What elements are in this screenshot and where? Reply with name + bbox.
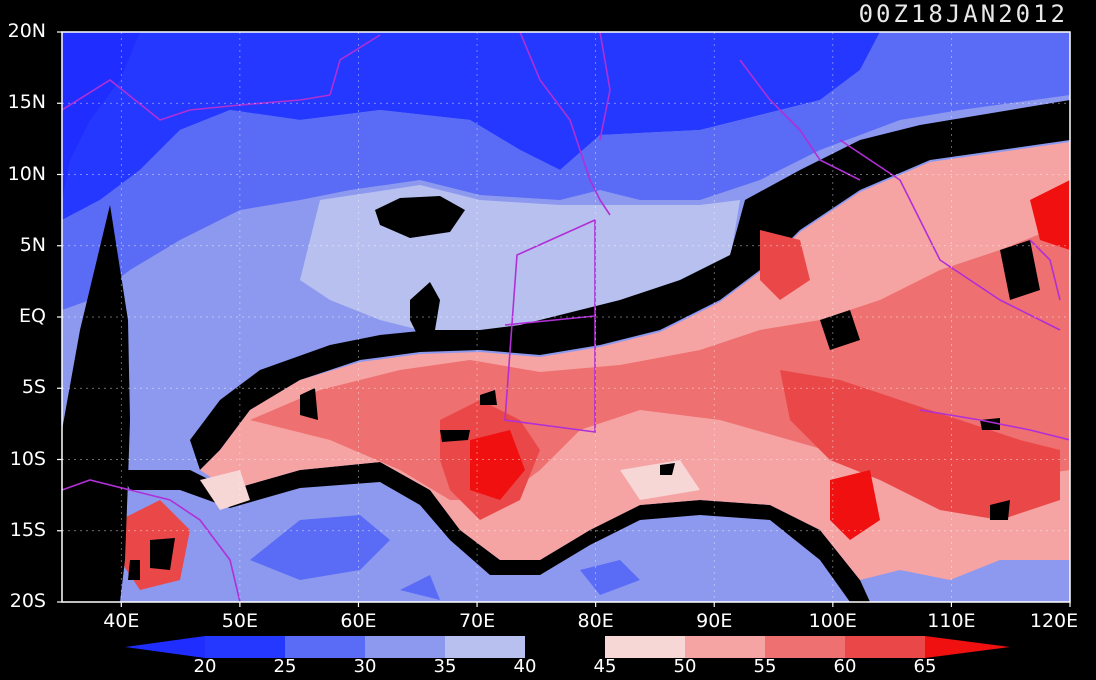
lon-label: 60E bbox=[340, 610, 377, 632]
colorbar-level-label: 50 bbox=[673, 656, 697, 677]
lon-label: 110E bbox=[927, 610, 976, 632]
lon-label: 120E bbox=[1029, 610, 1079, 632]
north-medium-blue-band bbox=[62, 32, 1070, 310]
colorbar-under-triangle bbox=[125, 636, 205, 658]
lon-label: 50E bbox=[221, 610, 258, 632]
north-deep-blue-region bbox=[62, 32, 880, 220]
colorbar-level-label: 60 bbox=[833, 656, 857, 677]
map-title: 00Z18JAN2012 bbox=[858, 0, 1068, 28]
colorbar-level-label: 25 bbox=[273, 656, 297, 677]
colorbar-level-label: 65 bbox=[913, 656, 937, 677]
lat-label: 5N bbox=[19, 233, 46, 256]
colorbar-level-label: 20 bbox=[193, 656, 217, 677]
colorbar-swatch bbox=[765, 636, 845, 658]
lat-label: 20N bbox=[7, 20, 46, 42]
lon-label: 40E bbox=[103, 610, 140, 632]
lat-label: 15S bbox=[9, 518, 46, 541]
colorbar-over-triangle bbox=[925, 636, 1010, 658]
lat-label: EQ bbox=[19, 305, 46, 327]
west-edge-deepest-blue bbox=[62, 32, 140, 200]
south-medium-blue-patches bbox=[250, 515, 640, 600]
lat-label: 5S bbox=[21, 376, 46, 399]
black-boundary-band-north bbox=[190, 100, 1070, 470]
colorbar-swatch bbox=[365, 636, 445, 658]
colorbar-swatch bbox=[845, 636, 925, 658]
lon-label: 80E bbox=[577, 610, 614, 632]
colorbar-swatch bbox=[525, 636, 605, 658]
axis-ticks bbox=[57, 31, 1071, 607]
colorbar-swatch bbox=[445, 636, 525, 658]
colorbar-swatch bbox=[285, 636, 365, 658]
lat-label: 10S bbox=[9, 447, 46, 470]
black-africa-wedge bbox=[62, 205, 130, 602]
lat-label: 15N bbox=[7, 91, 46, 114]
grid-lines bbox=[62, 32, 1070, 602]
red-region-strong bbox=[120, 230, 1060, 590]
colorbar-level-label: 30 bbox=[353, 656, 377, 677]
lon-label: 100E bbox=[808, 610, 857, 632]
colorbar-level-label: 35 bbox=[433, 656, 457, 677]
lat-label: 10N bbox=[7, 162, 46, 185]
map-plot-area bbox=[62, 32, 1070, 602]
lon-label: 90E bbox=[696, 610, 733, 632]
colorbar-swatch bbox=[205, 636, 285, 658]
colorbar-swatch bbox=[605, 636, 685, 658]
coastlines bbox=[62, 32, 1070, 602]
colorbar bbox=[125, 636, 1010, 658]
colorbar-level-label: 40 bbox=[513, 656, 537, 677]
lon-label: 70E bbox=[458, 610, 496, 632]
colorbar-level-label: 45 bbox=[593, 656, 617, 677]
colorbar-level-label: 55 bbox=[753, 656, 777, 677]
colorbar-swatch bbox=[685, 636, 765, 658]
lat-label: 20S bbox=[9, 590, 46, 612]
black-boundary-band-south bbox=[120, 462, 870, 602]
analysis-box bbox=[504, 218, 596, 433]
pale-pink-patches bbox=[200, 200, 700, 510]
